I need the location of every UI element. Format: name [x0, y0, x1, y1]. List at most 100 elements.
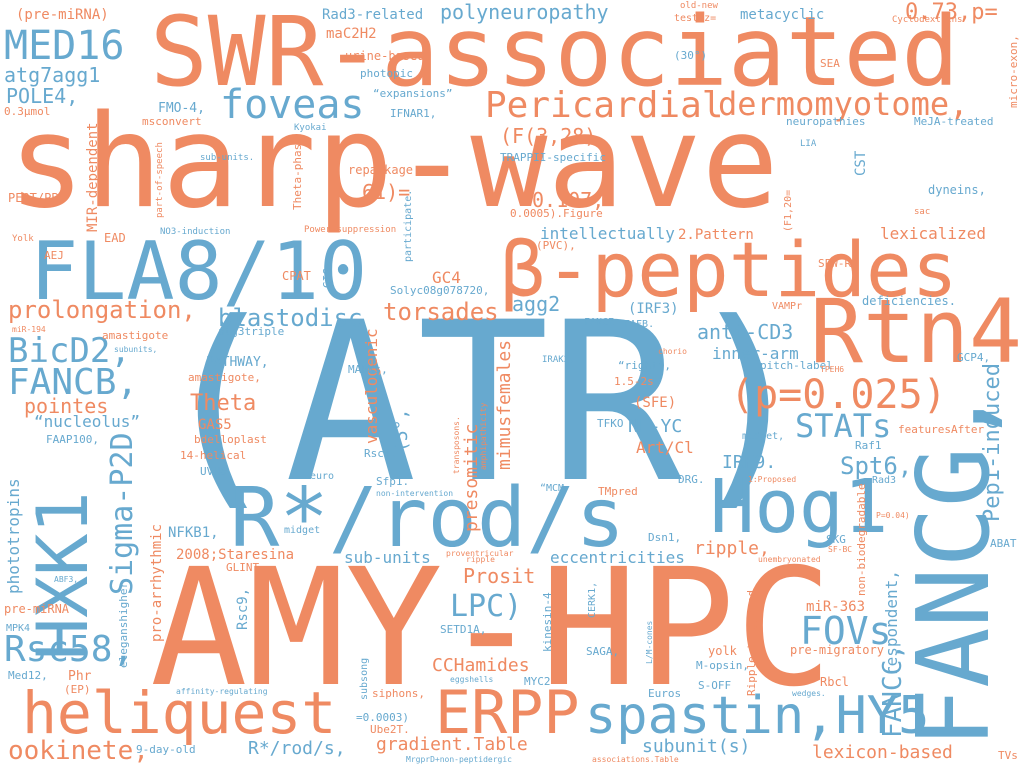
word: anti-CD3 — [697, 320, 794, 344]
word: transposons. — [452, 416, 461, 474]
word: TVs — [998, 749, 1018, 762]
word: GLINT — [226, 561, 260, 574]
word: CPAT — [282, 269, 311, 283]
word: SF-BC — [828, 545, 853, 554]
word: PATHWAY, — [206, 355, 269, 370]
word: ripple — [466, 555, 495, 564]
word: ripple, — [694, 538, 770, 559]
word: SKG — [826, 533, 846, 546]
word: MeJA-treated — [914, 115, 994, 128]
word: NF-YC — [628, 416, 683, 437]
word: GIGs — [321, 261, 334, 289]
word: 9-day-old — [136, 743, 196, 756]
word: foveas — [220, 82, 365, 128]
word: (EP) — [64, 683, 91, 696]
word: part-of-speech — [155, 142, 165, 218]
word: subsong — [359, 657, 370, 700]
word: CST — [853, 150, 869, 176]
word: NO3-induction — [160, 227, 231, 237]
word: intellectually — [540, 224, 675, 243]
word: R*/rod/s, — [248, 738, 346, 759]
word: vasculogenic — [362, 328, 381, 444]
word: eggshells — [450, 675, 494, 684]
word: NFKB1, — [168, 525, 219, 541]
word: 14-helical — [180, 449, 247, 462]
word: non-intervention — [376, 489, 454, 498]
word: FMO-4, — [158, 101, 205, 116]
word: spastin,HY5 — [585, 686, 930, 746]
word: sub-units — [344, 548, 431, 567]
word: “right”, — [618, 359, 671, 372]
word: Cyclodextrins — [892, 15, 963, 25]
word: ABF3, — [54, 575, 79, 584]
word: Yolk — [12, 234, 34, 244]
word: Rad3-related — [322, 7, 424, 23]
word: Prosit — [463, 564, 536, 588]
word: PEOT/PBT — [8, 191, 66, 205]
word: FAFB. — [624, 319, 655, 330]
word: pre-migratory — [790, 643, 884, 657]
word: Spt6, — [840, 452, 913, 480]
word: eleganshigher — [117, 581, 130, 668]
word: sub-units. — [200, 153, 255, 163]
word: amastigote — [102, 329, 169, 342]
word: torsades — [383, 298, 499, 326]
word: 0.73,p= — [905, 0, 998, 25]
word: SETD1A, — [440, 623, 487, 636]
word: unembryonated — [758, 555, 821, 564]
word: Theta — [190, 391, 257, 416]
word: ookinete, — [8, 736, 149, 766]
word: 0.107, — [532, 188, 605, 212]
word: atg7agg1 — [4, 63, 101, 87]
word: wedges. — [792, 689, 826, 698]
word: VAMPr — [772, 301, 803, 312]
word: UVH6 — [200, 465, 227, 478]
word: deficiencies. — [862, 294, 956, 308]
word: lexicalized — [880, 224, 986, 243]
word: miR-363 — [806, 599, 866, 615]
word: R*/rod/s — [230, 471, 625, 566]
word: ERPP — [435, 678, 580, 748]
word: GCP4, — [957, 351, 991, 364]
word: Raf1 — [855, 439, 882, 452]
word: LPC) — [450, 589, 523, 624]
word: Ripple-triggered — [745, 590, 758, 696]
word: POLE4, — [6, 84, 79, 108]
word: chorio — [658, 347, 687, 356]
word: =0.0003) — [356, 711, 409, 724]
word: MAPKs, — [348, 363, 388, 376]
word: (F(3,28) — [500, 124, 597, 148]
word: SPW-R — [818, 257, 852, 270]
word: gradient.Table — [376, 734, 528, 755]
word: Sfp1. — [376, 475, 410, 488]
word: MIR-dependent — [85, 122, 101, 232]
word: Theta-phase — [291, 137, 304, 210]
word: old-new — [680, 1, 718, 11]
word: Dsn1, — [648, 531, 682, 544]
word: siphons, — [372, 687, 425, 700]
word: FANCB, — [8, 362, 139, 403]
word: Rtn4 — [810, 280, 1022, 383]
word: urine-based — [345, 49, 425, 63]
word: photopic — [360, 67, 413, 80]
word: Rbcl — [820, 675, 849, 689]
word: agg2 — [512, 292, 561, 316]
word: TRAPPII-specific — [500, 151, 606, 164]
word: Art/Cl — [636, 438, 694, 457]
word: GC4 — [432, 268, 461, 287]
word: inner-arm — [712, 344, 799, 363]
word: sharp-wave — [8, 88, 779, 237]
word: maC2H2 — [326, 26, 377, 42]
word: FLA8/10 — [30, 225, 368, 318]
word: amastigote, — [188, 371, 261, 384]
word: blastodisc — [218, 304, 363, 332]
word: midget — [284, 525, 321, 536]
word: bdelloplast — [194, 433, 267, 446]
word: “expansions” — [373, 87, 453, 100]
word: (F1,20= — [783, 189, 794, 232]
word: 2.Pattern — [678, 227, 754, 243]
word: Hog1 — [710, 464, 889, 550]
word: sac — [914, 207, 931, 217]
word: CERK1, — [587, 581, 598, 618]
